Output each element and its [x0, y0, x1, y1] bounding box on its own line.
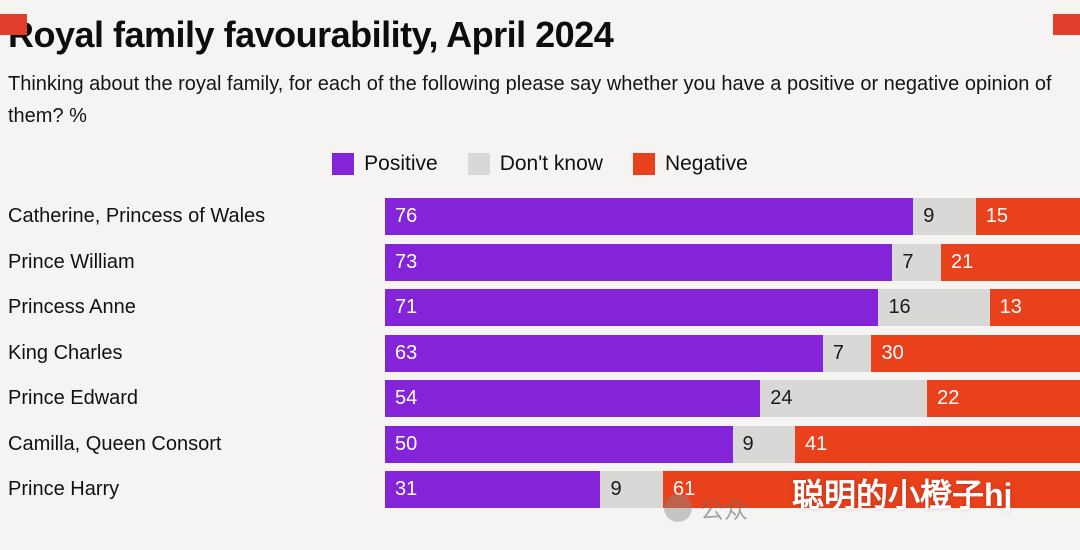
bar-segment-positive: 54 — [385, 380, 761, 418]
legend-item: Positive — [332, 152, 438, 176]
category-label: Camilla, Queen Consort — [8, 432, 222, 455]
segment-value: 9 — [923, 205, 935, 228]
segment-value: 61 — [672, 478, 696, 501]
stacked-bar: 71 16 13 — [385, 289, 1080, 327]
segment-value: 16 — [888, 296, 911, 319]
segment-value: 7 — [832, 341, 844, 364]
bar-segment-don-t-know: 24 — [760, 380, 928, 418]
bar-segment-don-t-know: 9 — [732, 425, 796, 463]
chart-row: Catherine, Princess of Wales 76 9 15 — [0, 194, 1080, 240]
legend-label: Positive — [364, 152, 438, 175]
chart-row: Princess Anne 71 16 13 — [0, 285, 1080, 331]
category-label: King Charles — [8, 341, 123, 364]
stacked-bar: 63 7 30 — [385, 334, 1080, 372]
legend-swatch-icon — [467, 153, 490, 175]
stacked-bar: 73 7 21 — [385, 243, 1080, 281]
category-label: Prince William — [8, 250, 135, 273]
bar-segment-positive: 76 — [385, 198, 914, 236]
stacked-bar: 50 9 41 — [385, 425, 1080, 463]
legend-item: Don't know — [467, 152, 603, 176]
bar-segment-negative: 15 — [975, 198, 1080, 236]
bar-segment-negative: 61 — [662, 471, 1080, 509]
chart-row: Prince William 73 7 21 — [0, 240, 1080, 286]
segment-value: 71 — [395, 296, 418, 319]
chart-row: King Charles 63 7 30 — [0, 331, 1080, 377]
bar-segment-negative: 41 — [795, 425, 1080, 463]
segment-value: 31 — [395, 478, 418, 501]
segment-value: 30 — [881, 341, 904, 364]
segment-value: 63 — [395, 341, 418, 364]
bar-segment-don-t-know: 9 — [913, 198, 976, 236]
bar-segment-negative: 21 — [940, 243, 1080, 281]
category-label: Princess Anne — [8, 296, 136, 319]
bar-segment-don-t-know: 7 — [822, 334, 872, 372]
legend-swatch-icon — [332, 153, 355, 175]
legend-item: Negative — [632, 152, 748, 176]
segment-value: 9 — [742, 432, 754, 455]
legend-swatch-icon — [632, 153, 655, 175]
segment-value: 13 — [999, 296, 1022, 319]
stacked-bar-chart: Catherine, Princess of Wales 76 9 15 Prince … — [0, 194, 1080, 513]
stacked-bar: 31 9 61 — [385, 471, 1080, 509]
segment-value: 24 — [770, 387, 793, 410]
segment-value: 7 — [902, 250, 914, 273]
bar-segment-positive: 31 — [385, 471, 601, 509]
segment-value: 21 — [950, 250, 974, 273]
bar-segment-negative: 13 — [989, 289, 1080, 327]
corner-mark-right — [1053, 14, 1080, 35]
corner-mark-left — [0, 14, 27, 35]
segment-value: 73 — [395, 250, 418, 273]
bar-segment-don-t-know: 16 — [878, 289, 990, 327]
segment-value: 41 — [805, 432, 828, 455]
category-label: Prince Harry — [8, 478, 120, 501]
stacked-bar: 54 24 22 — [385, 380, 1080, 418]
segment-value: 54 — [395, 387, 418, 410]
chart-row: Camilla, Queen Consort 50 9 41 — [0, 422, 1080, 468]
bar-segment-don-t-know: 7 — [892, 243, 941, 281]
stacked-bar: 76 9 15 — [385, 198, 1080, 236]
segment-value: 15 — [985, 205, 1008, 228]
bar-segment-negative: 30 — [871, 334, 1080, 372]
legend-label: Don't know — [499, 152, 603, 175]
segment-value: 9 — [610, 478, 622, 501]
bar-segment-positive: 63 — [385, 334, 823, 372]
category-label: Catherine, Princess of Wales — [8, 205, 266, 228]
segment-value: 76 — [395, 205, 418, 228]
chart-row: Prince Harry 31 9 61 — [0, 467, 1080, 513]
category-label: Prince Edward — [8, 387, 139, 410]
bar-segment-don-t-know: 9 — [600, 471, 663, 509]
bar-segment-positive: 50 — [385, 425, 733, 463]
segment-value: 50 — [395, 432, 418, 455]
bar-segment-negative: 22 — [927, 380, 1080, 418]
page-title: Royal family favourability, April 2024 — [8, 14, 614, 55]
bar-segment-positive: 73 — [385, 243, 893, 281]
bar-segment-positive: 71 — [385, 289, 879, 327]
legend: Positive Don't know Negative — [0, 152, 1080, 176]
legend-label: Negative — [664, 152, 748, 175]
segment-value: 22 — [937, 387, 960, 410]
page-subtitle: Thinking about the royal family, for eac… — [8, 73, 1052, 127]
chart-row: Prince Edward 54 24 22 — [0, 376, 1080, 422]
